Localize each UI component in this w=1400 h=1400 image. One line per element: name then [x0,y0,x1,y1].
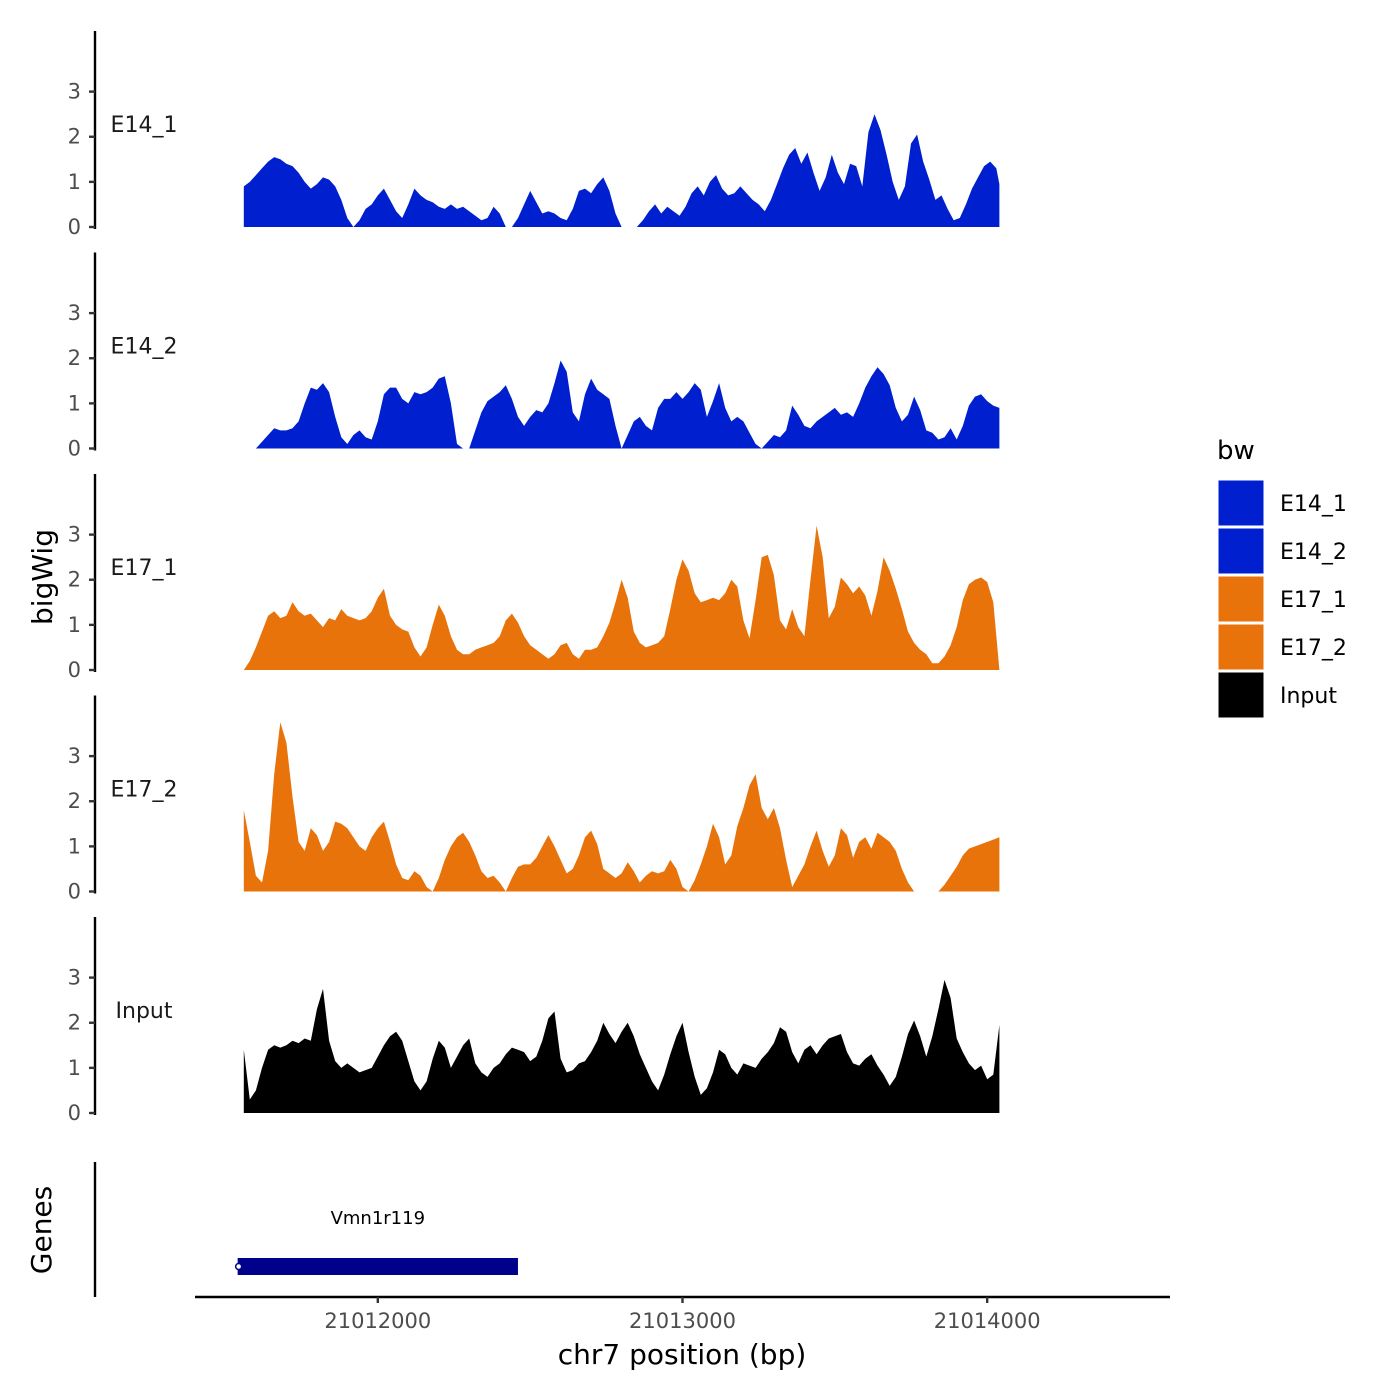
y-tick-label: 0 [68,215,81,239]
y-tick-label: 0 [68,437,81,461]
y-tick-label: 2 [68,346,81,370]
legend-label-E14_2: E14_2 [1280,540,1347,565]
legend-label-Input: Input [1280,684,1337,709]
signal-area-E14_2 [243,360,1000,449]
y-tick-label: 3 [68,744,81,768]
signal-area-E14_1 [243,114,1000,227]
y-tick-label: 1 [68,1056,81,1080]
legend-label-E17_1: E17_1 [1280,588,1347,613]
y-tick-label: 1 [68,170,81,194]
track-label: E17_2 [111,778,178,803]
gene-track: Genes Vmn1r119 [25,1162,518,1297]
x-axis: chr7 position (bp) 21012000 21013000 21014… [195,1295,1170,1371]
gene-label: Vmn1r119 [331,1208,425,1229]
x-tick-label: 21012000 [324,1309,431,1333]
x-tick-label: 21014000 [934,1309,1041,1333]
gene-strand-marker [234,1262,243,1271]
y-tick-label: 3 [68,523,81,547]
track-label: Input [116,999,173,1024]
signal-area-E17_1 [243,525,1000,670]
legend-label-E17_2: E17_2 [1280,636,1347,661]
y-tick-label: 3 [68,80,81,104]
gene-body-Vmn1r119 [237,1258,518,1275]
y-tick-label: 0 [68,1101,81,1125]
gene-track-title: Genes [25,1186,58,1274]
y-tick-label: 3 [68,966,81,990]
track-panel-E14_1: 0 1 2 3 E14_1 [68,31,1000,239]
legend-key-E14_2 [1217,527,1265,575]
track-panel-E17_2: 0 1 2 3 E17_2 [68,695,1000,904]
signal-area-Input [243,979,1000,1113]
y-tick-label: 3 [68,301,81,325]
y-tick-label: 0 [68,658,81,682]
track-panel-E17_1: 0 1 2 3 E17_1 [68,474,1000,682]
track-label: E17_1 [111,556,178,581]
legend-label-E14_1: E14_1 [1280,492,1347,517]
y-tick-label: 2 [68,1011,81,1035]
signal-area-E17_2 [243,722,1000,892]
x-axis-title: chr7 position (bp) [558,1338,807,1371]
track-panel-E14_2: 0 1 2 3 E14_2 [68,252,1000,461]
legend-key-E17_2 [1217,623,1265,671]
y-tick-label: 2 [68,125,81,149]
y-tick-label: 0 [68,880,81,904]
legend-key-E14_1 [1217,479,1265,527]
y-tick-label: 1 [68,834,81,858]
y-axis-title: bigWig [26,529,59,625]
x-tick-label: 21013000 [629,1309,736,1333]
legend: bw E14_1 E14_2 E17_1 E17_2 Input [1217,436,1347,719]
y-tick-label: 2 [68,568,81,592]
track-panel-Input: 0 1 2 3 Input [68,917,1000,1125]
y-tick-label: 2 [68,789,81,813]
legend-key-E17_1 [1217,575,1265,623]
track-label: E14_1 [111,113,178,138]
legend-key-Input [1217,671,1265,719]
bigwig-tracks: 0 1 2 3 E14_1 0 1 2 3 E14_2 0 1 2 3 E17_1 0 1 2 3 E17_2 0 1 2 3… [68,31,1000,1125]
y-tick-label: 1 [68,613,81,637]
legend-title: bw [1217,436,1255,466]
y-tick-label: 1 [68,391,81,415]
track-label: E14_2 [111,335,178,360]
